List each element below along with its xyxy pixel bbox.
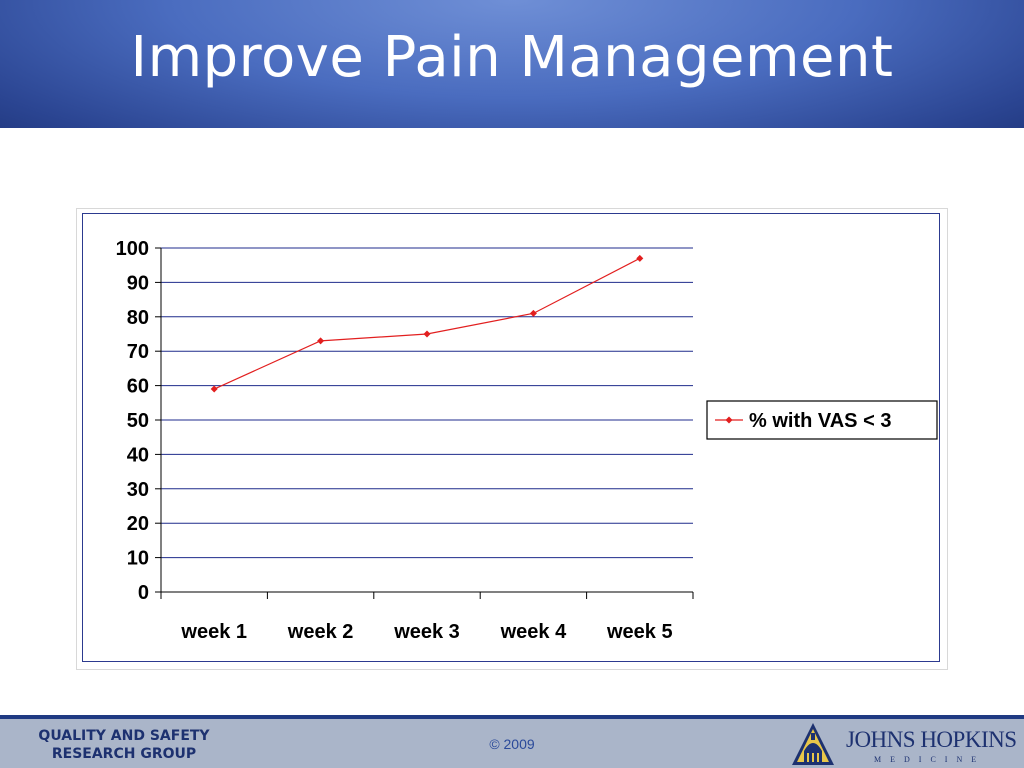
y-tick-label: 0 <box>138 582 149 604</box>
y-tick-label: 40 <box>127 444 149 466</box>
x-tick-label: week 1 <box>180 621 247 643</box>
y-tick-label: 20 <box>127 513 149 535</box>
group-name-line-2: RESEARCH GROUP <box>51 746 197 762</box>
chart-frame: 0 10 20 30 40 50 60 70 80 90 100 week 1 week 2 week 3… <box>82 213 940 662</box>
series-line <box>213 257 641 390</box>
y-tick-label: 30 <box>127 479 149 501</box>
y-tick-label: 50 <box>127 410 149 432</box>
x-tick-label: week 4 <box>500 621 567 643</box>
x-tick-label: week 2 <box>287 621 354 643</box>
footer: QUALITY AND SAFETY RESEARCH GROUP © 2009… <box>0 719 1024 768</box>
y-tick-label: 60 <box>127 376 149 398</box>
data-point <box>423 330 431 338</box>
group-name-line-1: QUALITY AND SAFETY <box>38 728 210 744</box>
brand-subtitle: MEDICINE <box>874 755 986 764</box>
data-point <box>636 254 644 262</box>
group-logo-text: QUALITY AND SAFETY RESEARCH GROUP <box>14 727 234 763</box>
y-tick-label: 80 <box>127 307 149 329</box>
x-tick-label: week 3 <box>393 621 460 643</box>
legend-box <box>706 400 938 440</box>
y-tick-label: 10 <box>127 548 149 570</box>
data-point <box>317 337 325 345</box>
hopkins-dome-icon <box>792 723 834 765</box>
legend-label: % with VAS < 3 <box>749 410 891 432</box>
legend-marker <box>725 416 733 424</box>
data-point <box>529 309 537 317</box>
footer-divider <box>0 715 1024 719</box>
y-tick-label: 90 <box>127 272 149 294</box>
y-tick-label: 70 <box>127 341 149 363</box>
johns-hopkins-logo: JOHNS HOPKINS MEDICINE <box>790 721 1020 767</box>
copyright-text: © 2009 <box>489 736 535 752</box>
x-tick-label: week 5 <box>606 621 673 643</box>
line-chart: 0 10 20 30 40 50 60 70 80 90 100 week 1 week 2 week 3… <box>116 238 938 643</box>
title-bar: Improve Pain Management <box>0 0 1024 128</box>
data-point <box>210 385 218 393</box>
y-tick-label: 100 <box>116 238 149 260</box>
slide-title: Improve Pain Management <box>130 25 894 90</box>
brand-name: JOHNS HOPKINS <box>846 727 1017 752</box>
